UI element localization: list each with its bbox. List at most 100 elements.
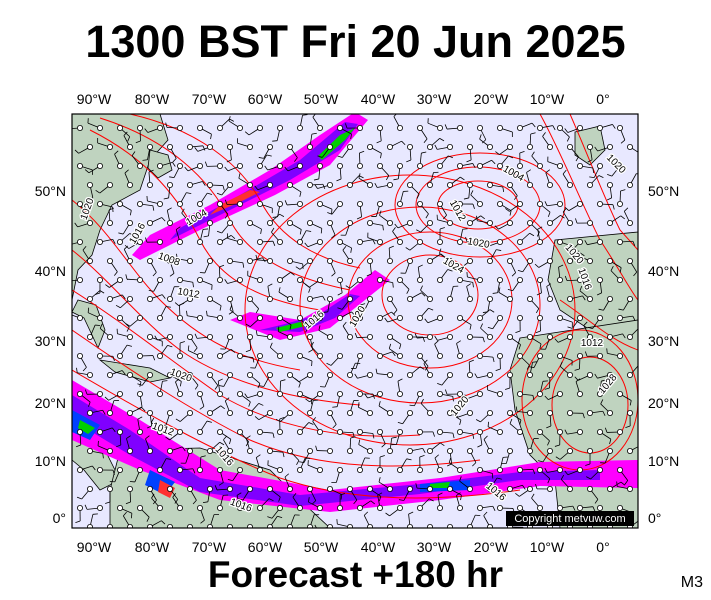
wind-barb-station <box>77 314 84 321</box>
wind-barb-feather <box>104 396 109 401</box>
wind-barb-feather <box>454 412 459 418</box>
wind-barb-feather <box>345 123 348 129</box>
wind-barb-feather <box>220 405 225 410</box>
wind-barb-station <box>97 466 104 473</box>
wind-barb-feather <box>305 283 310 288</box>
wind-barb-feather <box>115 304 121 309</box>
wind-barb-feather <box>179 534 180 539</box>
wind-barb-station <box>607 447 614 454</box>
wind-barb-station <box>436 504 443 511</box>
wind-barb-feather <box>129 210 132 216</box>
wind-barb-feather <box>472 163 476 168</box>
wind-barb-feather <box>389 245 394 249</box>
wind-barb-feather <box>105 284 110 288</box>
wind-barb-station <box>286 485 293 492</box>
wind-barb-station <box>97 390 104 397</box>
wind-barb-station <box>517 504 524 511</box>
wind-barb-feather <box>246 435 251 439</box>
wind-barb-station <box>527 219 534 226</box>
isobar-arc-4 <box>72 199 301 371</box>
wind-barb-station <box>426 295 433 302</box>
wind-barb-station <box>627 409 634 416</box>
wind-barb-feather <box>420 398 424 404</box>
wind-barb-station <box>396 238 403 245</box>
wind-barb-station <box>286 295 293 302</box>
wind-barb-feather <box>123 131 128 136</box>
wind-barb-station <box>296 390 303 397</box>
wind-barb-feather <box>340 493 346 496</box>
wind-barb-feather <box>363 511 369 516</box>
wind-barb-feather <box>279 416 285 420</box>
wind-barb-feather <box>354 332 358 338</box>
wind-barb-station <box>396 125 403 132</box>
wind-barb-station <box>136 238 143 245</box>
wind-barb-station <box>597 504 604 511</box>
wind-barb-feather <box>219 305 222 311</box>
wind-barb-station <box>136 504 143 511</box>
wind-barb-station <box>226 409 233 416</box>
wind-barb-feather <box>350 247 352 253</box>
wind-barb-station <box>577 162 584 169</box>
wind-barb-feather <box>318 325 321 331</box>
wind-barb-feather <box>332 424 337 429</box>
wind-barb-feather <box>82 215 87 220</box>
wind-barb-feather <box>340 494 343 500</box>
wind-barb-station <box>376 200 383 207</box>
wind-barb-feather <box>152 272 157 277</box>
wind-barb-station <box>466 219 473 226</box>
wind-barb-station <box>607 295 614 302</box>
wind-barb-feather <box>326 362 332 366</box>
wind-barb-feather <box>472 433 475 439</box>
wind-barb-station <box>166 371 173 378</box>
wind-barb-feather <box>428 307 434 311</box>
wind-barb-station <box>476 314 483 321</box>
wind-barb-feather <box>342 321 347 327</box>
wind-barb-station <box>456 504 463 511</box>
wind-barb-feather <box>147 425 152 429</box>
wind-barb-feather <box>255 254 258 260</box>
wind-barb-station <box>176 314 183 321</box>
wind-barb-station <box>166 181 173 188</box>
wind-barb-station <box>537 200 544 207</box>
wind-barb-feather <box>376 140 382 144</box>
wind-barb-feather <box>479 134 482 140</box>
wind-barb-feather <box>423 138 428 144</box>
wind-barb-feather <box>437 492 443 496</box>
wind-barb-feather <box>82 245 87 251</box>
wind-barb-feather <box>555 456 561 460</box>
wind-barb-station <box>107 524 113 528</box>
wind-barb-feather <box>75 520 81 523</box>
wind-barb-station <box>537 504 544 511</box>
wind-barb-feather <box>264 165 268 171</box>
wind-barb-feather <box>125 501 131 505</box>
wind-barb-station <box>547 371 554 378</box>
wind-barb-station <box>396 428 403 435</box>
wind-barb-station <box>226 371 233 378</box>
wind-barb-feather <box>584 351 588 357</box>
wind-barb-station <box>296 276 303 283</box>
wind-barb-station <box>336 504 343 511</box>
wind-barb-feather <box>87 307 90 313</box>
wind-barb-station <box>87 524 93 528</box>
wind-barb-station <box>97 276 104 283</box>
wind-barb-station <box>276 125 283 132</box>
wind-barb-station <box>266 447 273 454</box>
wind-barb-feather <box>175 418 181 422</box>
wind-barb-station <box>156 276 163 283</box>
wind-barb-station <box>316 352 323 359</box>
wind-barb-station <box>386 485 393 492</box>
forecast-label: Forecast +180 hr <box>207 554 504 595</box>
wind-barb-feather <box>148 290 154 292</box>
wind-barb-feather <box>378 496 382 502</box>
wind-barb-feather <box>482 337 485 343</box>
wind-barb-station <box>567 295 574 302</box>
wind-barb-station <box>146 295 153 302</box>
wind-barb-station <box>567 181 574 188</box>
wind-barb-feather <box>545 169 551 174</box>
wind-barb-station <box>446 409 453 416</box>
wind-barb-feather <box>372 433 375 439</box>
wind-barb-feather <box>179 302 185 306</box>
wind-barb-feather <box>443 214 447 220</box>
wind-barb-station <box>97 352 104 359</box>
wind-barb-station <box>446 371 453 378</box>
